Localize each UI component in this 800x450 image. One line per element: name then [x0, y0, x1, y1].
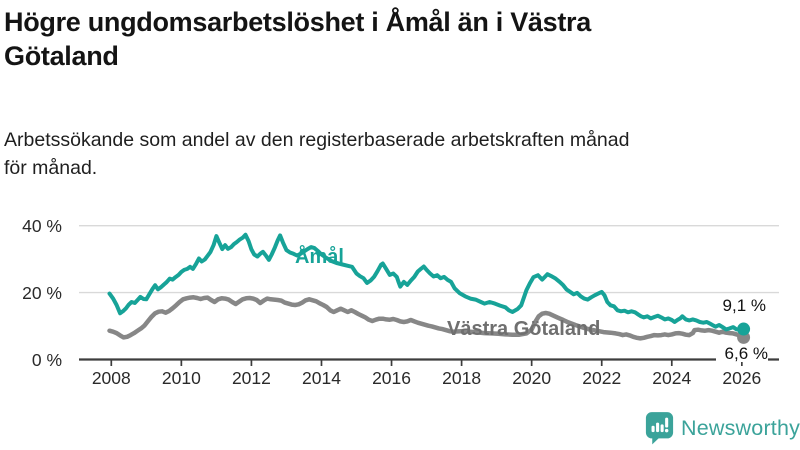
y-tick-label: 40 %: [22, 215, 62, 236]
x-tick-label: 2024: [652, 368, 692, 388]
x-tick-label: 2008: [91, 368, 131, 388]
x-tick-label: 2022: [582, 368, 622, 388]
end-value-label-vastra-gotaland: 6,6 %: [716, 345, 768, 362]
page-title: Högre ungdomsarbetslöshet i Åmål än i Vä…: [4, 5, 754, 73]
title-line-2: Götaland: [4, 41, 119, 71]
x-tick-label: 2014: [302, 368, 341, 388]
x-tick-label: 2026: [722, 368, 762, 388]
y-tick-label: 0 %: [31, 349, 62, 370]
series-label-amal: Åmål: [295, 246, 344, 268]
subtitle-line-2: för månad.: [4, 157, 98, 179]
x-tick-label: 2012: [231, 368, 271, 388]
bar-chart-speech-bubble-icon: [645, 412, 674, 445]
series-label-vastra-gotaland: Västra Götaland: [447, 318, 601, 340]
x-tick-label: 2020: [512, 368, 552, 388]
newsworthy-logo[interactable]: Newsworthy: [645, 411, 800, 445]
x-tick-label: 2018: [442, 368, 482, 388]
title-line-1: Högre ungdomsarbetslöshet i Åmål än i Vä…: [4, 7, 591, 37]
subtitle-line-1: Arbetssökande som andel av den registerb…: [4, 129, 630, 151]
end-value-label-amal: 9,1 %: [722, 296, 766, 315]
x-tick-label: 2010: [161, 368, 201, 388]
chart-subtitle: Arbetssökande som andel av den registerb…: [4, 126, 774, 182]
newsworthy-wordmark: Newsworthy: [681, 415, 800, 440]
x-tick-label: 2016: [372, 368, 411, 388]
y-tick-label: 20 %: [22, 282, 62, 303]
